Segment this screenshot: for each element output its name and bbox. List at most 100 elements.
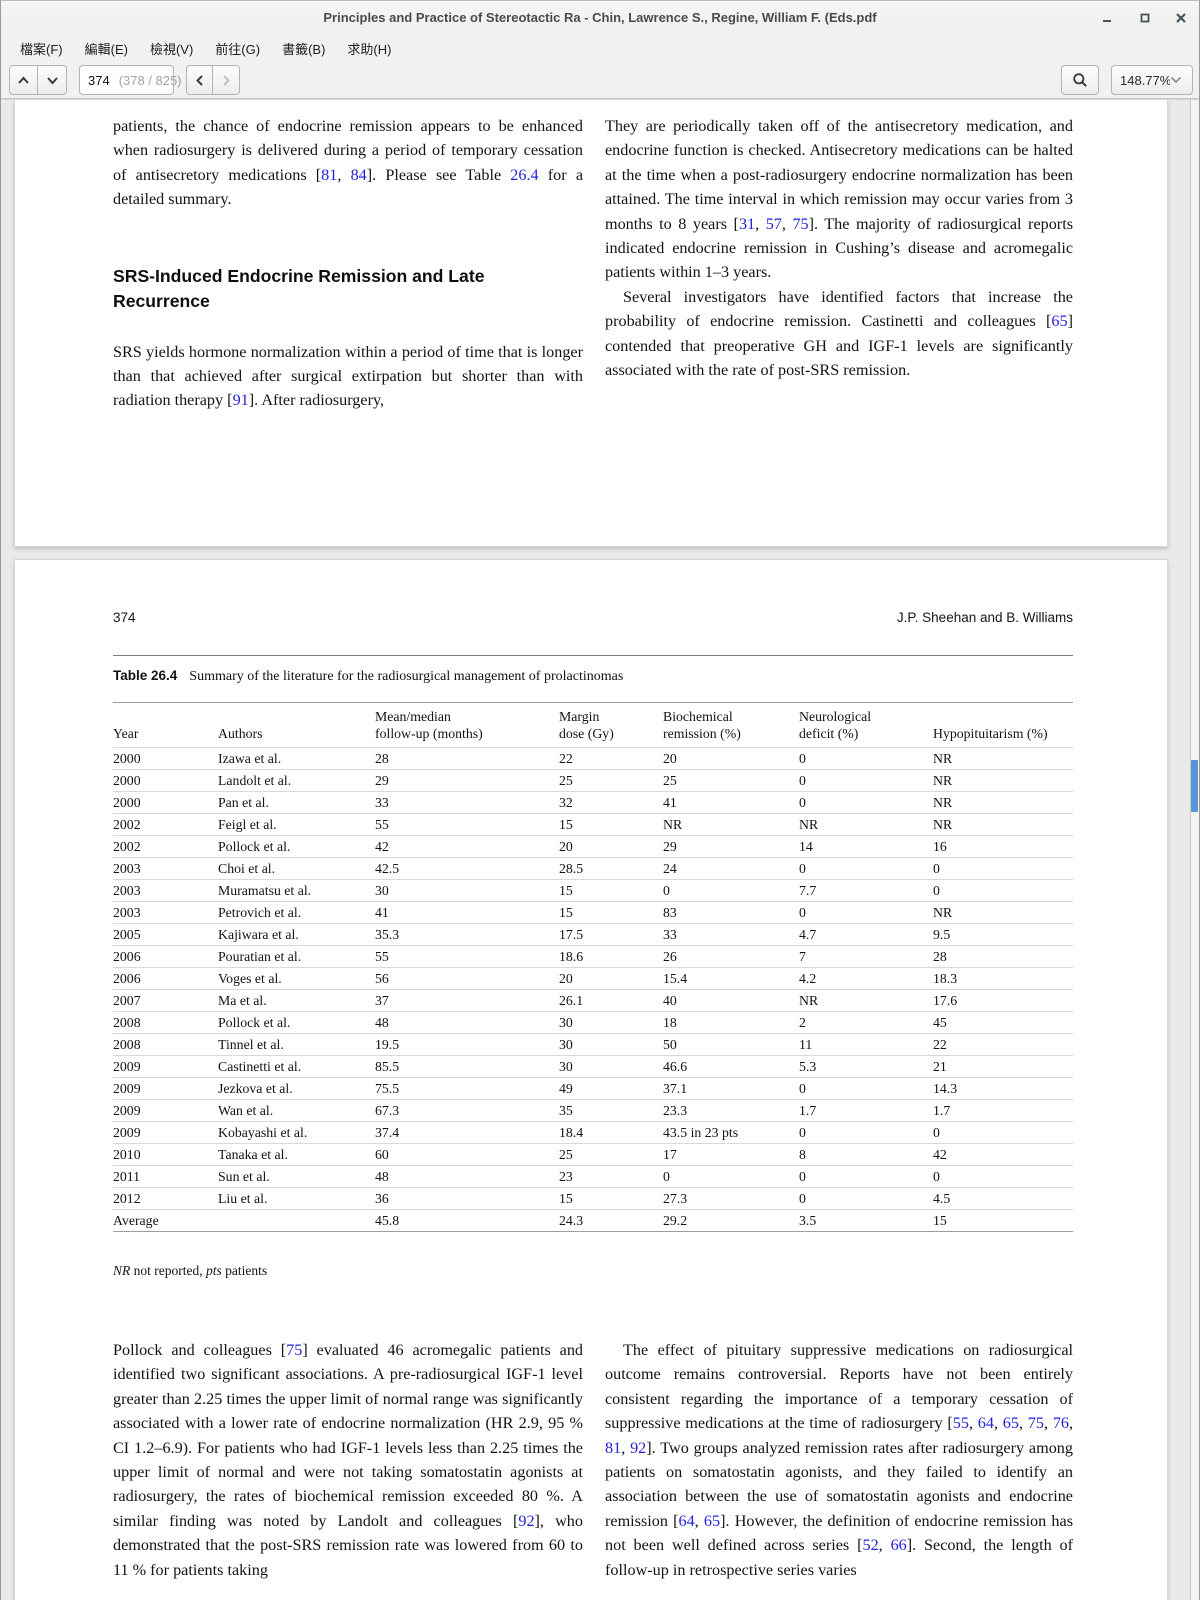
reference-link[interactable]: 81 — [321, 165, 338, 184]
reference-link[interactable]: 81 — [605, 1438, 622, 1457]
reference-link[interactable]: 75 — [792, 214, 809, 233]
reference-link[interactable]: 64 — [678, 1511, 695, 1530]
page-current: 374 J.P. Sheehan and B. Williams Table 2… — [14, 559, 1168, 1600]
reference-link[interactable]: 75 — [286, 1341, 303, 1359]
table-footnote: NR not reported, pts patients — [113, 1263, 268, 1278]
page-number-input[interactable]: 374 (378 / 825) — [79, 65, 182, 95]
running-head-authors: J.P. Sheehan and B. Williams — [896, 610, 1073, 625]
table-row: 2003 Choi et al. 42.5 28.5 24 0 0 — [113, 857, 1073, 880]
text-column-right: They are periodically taken off of the a… — [605, 114, 1073, 382]
reference-link[interactable]: 91 — [232, 391, 249, 410]
table-label: Table 26.4 — [113, 668, 178, 683]
page-number-value: 374 — [88, 72, 110, 88]
table-row: 2008 Pollock et al. 48 30 18 2 45 — [113, 1011, 1073, 1034]
table-row: 2012 Liu et al. 36 15 27.3 0 4.5 — [113, 1187, 1073, 1210]
table-caption: Table 26.4 Summary of the literature for … — [113, 668, 1073, 685]
paragraph: The effect of pituitary suppressive medi… — [605, 1341, 1074, 1579]
table-header-row: Year Authors Mean/median follow-up (months)… — [113, 703, 1073, 748]
page-total-label: (378 / 825) — [118, 72, 182, 88]
document-view[interactable]: patients, the chance of endocrine remiss… — [1, 99, 1199, 1600]
column-header: Neurological deficit (%) — [799, 709, 872, 741]
menu-item-help[interactable]: 求助(H) — [347, 42, 392, 57]
reference-link[interactable]: 76 — [1052, 1414, 1069, 1433]
column-header: Authors — [218, 726, 263, 741]
table-row: 2006 Pouratian et al. 55 18.6 26 7 28 — [113, 945, 1073, 968]
history-forward-button[interactable] — [213, 65, 240, 95]
zoom-level-select[interactable]: 148.77% — [1111, 65, 1193, 95]
table-row: 2000 Izawa et al. 28 22 20 0 NR — [113, 747, 1073, 770]
table-row: 2009 Kobayashi et al. 37.4 18.4 43.5 in 23 p… — [113, 1121, 1073, 1144]
chevron-right-icon — [222, 74, 230, 86]
text-column-right: The effect of pituitary suppressive medi… — [605, 1338, 1073, 1582]
reference-link[interactable]: 26.4 — [510, 165, 539, 184]
page-number-label: 374 — [113, 610, 136, 625]
table-row: 2007 Ma et al. 37 26.1 40 NR 17.6 — [113, 989, 1073, 1012]
table-row: 2005 Kajiwara et al. 35.3 17.5 33 4.7 9.5 — [113, 923, 1073, 946]
reference-link[interactable]: 92 — [630, 1438, 647, 1457]
close-icon — [1176, 13, 1186, 23]
minimize-icon — [1103, 20, 1111, 22]
reference-link[interactable]: 75 — [1027, 1414, 1044, 1433]
table-row: 2011 Sun et al. 48 23 0 0 0 — [113, 1165, 1073, 1188]
table-caption-text: Summary of the literature for the radios… — [189, 669, 624, 684]
menu-item-edit[interactable]: 編輯(E) — [84, 42, 128, 57]
reference-link[interactable]: 66 — [890, 1536, 907, 1555]
previous-page-button[interactable] — [9, 65, 38, 95]
reference-link[interactable]: 57 — [765, 214, 782, 233]
history-back-button[interactable] — [186, 65, 213, 95]
chevron-up-icon — [18, 76, 29, 84]
menu-item-file[interactable]: 檔案(F) — [20, 42, 63, 57]
maximize-icon — [1140, 13, 1150, 23]
chevron-down-icon — [1170, 76, 1182, 84]
menu-item-go[interactable]: 前往(G) — [215, 42, 261, 57]
next-page-button[interactable] — [38, 65, 67, 95]
reference-link[interactable]: 55 — [952, 1414, 969, 1433]
reference-link[interactable]: 64 — [977, 1414, 994, 1433]
reference-link[interactable]: 84 — [350, 165, 367, 184]
maximize-button[interactable] — [1139, 12, 1151, 24]
reference-link[interactable]: 52 — [862, 1536, 879, 1555]
table-row: 2009 Castinetti et al. 85.5 30 46.6 5.3 21 — [113, 1055, 1073, 1078]
reference-link[interactable]: 65 — [703, 1511, 721, 1530]
page-previous: patients, the chance of endocrine remiss… — [14, 100, 1168, 547]
vertical-scrollbar[interactable] — [1190, 100, 1199, 1600]
table-row: 2003 Petrovich et al. 41 15 83 0 NR — [113, 901, 1073, 924]
search-icon — [1073, 73, 1087, 87]
paragraph: They are periodically taken off of the a… — [605, 117, 1073, 282]
minimize-button[interactable] — [1101, 12, 1113, 24]
title-bar: Principles and Practice of Stereotactic … — [1, 1, 1199, 34]
table-row: 2002 Feigl et al. 55 15 NR NR NR — [113, 813, 1073, 836]
window-title: Principles and Practice of Stereotactic … — [323, 10, 877, 25]
paragraph: Pollock and colleagues [75] evaluated 46… — [113, 1341, 584, 1579]
chevron-left-icon — [196, 74, 203, 86]
text-column-left: Pollock and colleagues [75] evaluated 46… — [113, 1338, 583, 1582]
column-header: Year — [113, 726, 139, 741]
reference-link[interactable]: 65 — [1051, 312, 1068, 331]
menu-bar: 檔案(F) 編輯(E) 檢視(V) 前往(G) 書籤(B) 求助(H) — [1, 34, 1199, 63]
column-header: Margin dose (Gy) — [559, 709, 614, 741]
column-header: Hypopituitarism (%) — [933, 726, 1048, 741]
literature-summary-table: Year Authors Mean/median follow-up (months)… — [113, 702, 1073, 1232]
table-row: 2002 Pollock et al. 42 20 29 14 16 — [113, 835, 1073, 858]
reference-link[interactable]: 31 — [738, 214, 756, 233]
toolbar: 374 (378 / 825) 148.77% — [1, 63, 1199, 99]
table-row: 2010 Tanaka et al. 60 25 17 8 42 — [113, 1143, 1073, 1166]
reference-link[interactable]: 92 — [518, 1511, 535, 1530]
menu-item-bookmarks[interactable]: 書籤(B) — [282, 42, 326, 57]
section-heading: SRS-Induced Endocrine Remission and Late… — [113, 265, 485, 311]
close-button[interactable] — [1175, 12, 1187, 24]
table-row: 2008 Tinnel et al. 19.5 30 50 11 22 — [113, 1033, 1073, 1056]
table-row: Average 45.8 24.3 29.2 3.5 15 — [113, 1209, 1073, 1232]
search-button[interactable] — [1061, 65, 1099, 95]
paragraph: Several investigators have identified fa… — [605, 287, 1073, 380]
zoom-level-value: 148.77% — [1120, 72, 1170, 88]
table-row: 2009 Wan et al. 67.3 35 23.3 1.7 1.7 — [113, 1099, 1073, 1122]
table-row: 2000 Landolt et al. 29 25 25 0 NR — [113, 769, 1073, 792]
reference-link[interactable]: 65 — [1002, 1414, 1019, 1433]
column-header: Mean/median follow-up (months) — [375, 709, 483, 741]
chevron-down-icon — [46, 76, 58, 84]
menu-item-view[interactable]: 檢視(V) — [149, 42, 194, 57]
scrollbar-thumb[interactable] — [1191, 760, 1198, 812]
running-head: 374 J.P. Sheehan and B. Williams — [113, 610, 1073, 625]
